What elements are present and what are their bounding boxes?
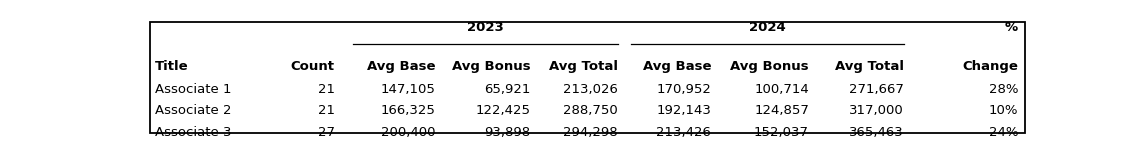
Text: 93,898: 93,898 (484, 126, 530, 139)
Text: 124,857: 124,857 (754, 104, 809, 117)
Text: Associate 2: Associate 2 (155, 104, 232, 117)
Text: 24%: 24% (988, 126, 1018, 139)
Text: 147,105: 147,105 (380, 83, 435, 95)
Text: 122,425: 122,425 (475, 104, 530, 117)
Text: 294,298: 294,298 (563, 126, 618, 139)
Text: 65,921: 65,921 (484, 83, 530, 95)
Text: Avg Bonus: Avg Bonus (452, 60, 530, 73)
Text: 271,667: 271,667 (850, 83, 905, 95)
Text: 170,952: 170,952 (657, 83, 711, 95)
Text: 28%: 28% (988, 83, 1018, 95)
Text: 192,143: 192,143 (657, 104, 711, 117)
Text: 2023: 2023 (467, 21, 504, 34)
Text: %: % (1004, 21, 1018, 34)
Text: 213,026: 213,026 (563, 83, 618, 95)
Text: 2024: 2024 (750, 21, 786, 34)
Text: 317,000: 317,000 (850, 104, 905, 117)
Text: Change: Change (962, 60, 1018, 73)
Text: 21: 21 (318, 104, 335, 117)
Text: 200,400: 200,400 (381, 126, 435, 139)
Text: Avg Bonus: Avg Bonus (730, 60, 809, 73)
Text: 213,426: 213,426 (657, 126, 711, 139)
Text: 166,325: 166,325 (380, 104, 435, 117)
Text: 365,463: 365,463 (850, 126, 905, 139)
Text: 288,750: 288,750 (563, 104, 618, 117)
Text: 27: 27 (318, 126, 335, 139)
Text: Count: Count (290, 60, 335, 73)
Text: 152,037: 152,037 (754, 126, 809, 139)
Text: Title: Title (155, 60, 188, 73)
Text: 100,714: 100,714 (754, 83, 809, 95)
Text: Associate 1: Associate 1 (155, 83, 232, 95)
Text: Associate 3: Associate 3 (155, 126, 232, 139)
Text: Avg Total: Avg Total (836, 60, 905, 73)
Text: Avg Base: Avg Base (367, 60, 435, 73)
Text: 21: 21 (318, 83, 335, 95)
Text: Avg Base: Avg Base (643, 60, 711, 73)
Text: 10%: 10% (988, 104, 1018, 117)
Text: Avg Total: Avg Total (549, 60, 618, 73)
